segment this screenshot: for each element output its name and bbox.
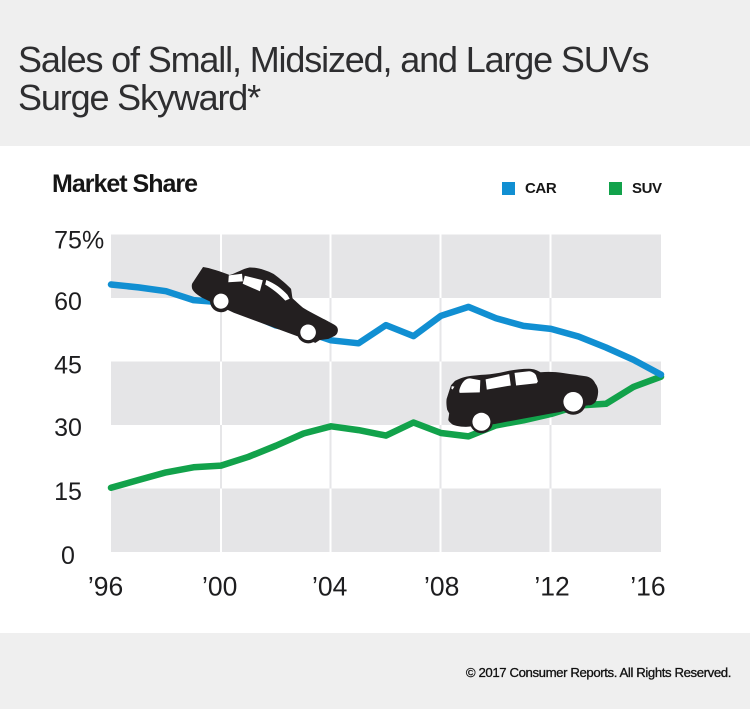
svg-text:%: %	[82, 226, 104, 254]
svg-text:’08: ’08	[424, 571, 459, 601]
svg-text:15: 15	[54, 478, 82, 506]
svg-text:60: 60	[54, 288, 82, 316]
svg-text:30: 30	[54, 414, 82, 442]
svg-text:’16: ’16	[630, 571, 665, 601]
svg-text:’12: ’12	[534, 571, 569, 601]
svg-text:’00: ’00	[202, 571, 237, 601]
svg-text:’04: ’04	[312, 571, 347, 601]
svg-text:75: 75	[54, 226, 82, 254]
svg-text:’96: ’96	[88, 571, 123, 601]
svg-text:0: 0	[61, 542, 75, 570]
svg-text:45: 45	[54, 351, 82, 379]
